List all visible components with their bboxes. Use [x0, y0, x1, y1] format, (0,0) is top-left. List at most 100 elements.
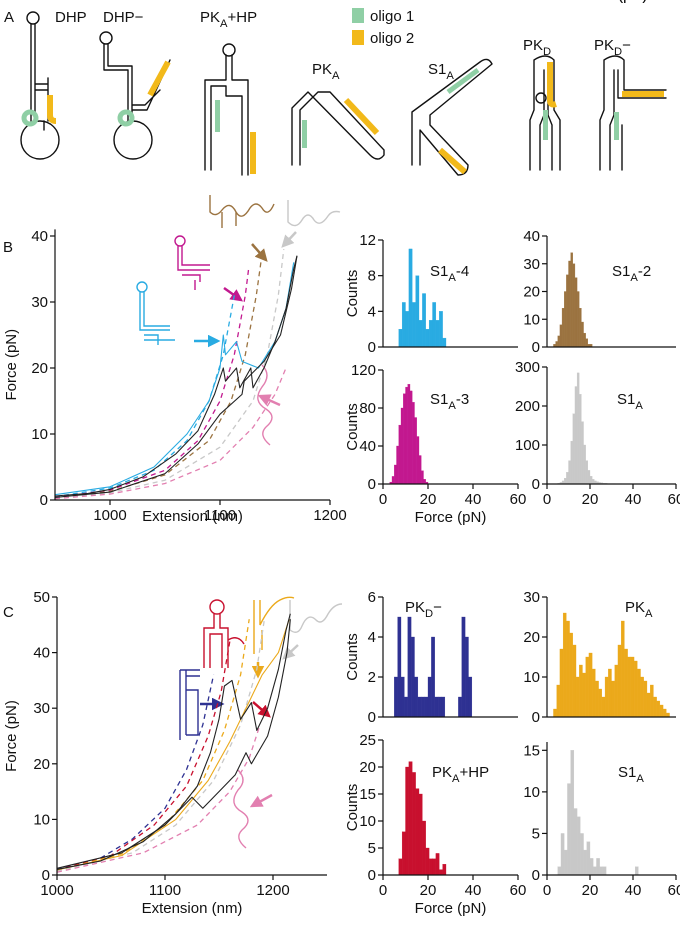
label: PKA	[625, 599, 653, 620]
histogram-bar	[412, 302, 416, 348]
y-tick-label: 8	[368, 268, 376, 285]
label-sub: A	[448, 400, 456, 412]
x-tick-label: 0	[379, 882, 387, 899]
x-axis-label: Extension (nm)	[142, 900, 243, 917]
label-sub: A	[332, 70, 340, 82]
x-tick-label: 1200	[256, 882, 289, 899]
x-tick-label: 40	[625, 882, 642, 899]
histogram-bar	[570, 750, 575, 876]
y-tick-label: 10	[523, 311, 540, 328]
y-axis-label: Counts	[344, 784, 361, 832]
force-trace	[54, 262, 295, 496]
histogram-bar	[405, 766, 410, 876]
cartoon	[209, 195, 275, 228]
histogram-bar	[561, 307, 565, 348]
model-curve	[54, 268, 250, 499]
x-tick-label: 1000	[40, 882, 73, 899]
oligo-highlight	[343, 97, 380, 136]
y-tick-label: 0	[368, 709, 376, 726]
histogram-bar	[422, 293, 426, 348]
y-tick-label: 40	[31, 228, 48, 245]
y-tick-label: 40	[359, 438, 376, 455]
label-base: S1	[618, 764, 636, 781]
histogram-bar	[421, 696, 425, 718]
y-tick-label: 2	[368, 669, 376, 686]
histogram-bar	[422, 820, 426, 876]
oligo-highlight	[250, 132, 256, 174]
oligo-highlight	[47, 95, 57, 124]
histogram-bar	[579, 307, 582, 348]
histogram-bar	[391, 476, 395, 485]
histogram-bar	[567, 783, 571, 876]
label-suffix: -4	[456, 263, 469, 280]
y-tick-label: 30	[31, 294, 48, 311]
histogram-bar	[416, 436, 420, 485]
histogram-bar	[574, 277, 578, 348]
histogram-bar	[417, 696, 422, 718]
oligo-highlight	[438, 147, 467, 175]
histogram-bar	[412, 772, 416, 876]
diagram-shape	[30, 23, 49, 131]
label: DHP	[55, 9, 87, 26]
y-tick-label: 20	[523, 629, 540, 646]
y-tick-label: 20	[31, 360, 48, 377]
oligo-highlight	[547, 62, 557, 108]
histogram-bar	[582, 672, 586, 718]
label-base: S1	[617, 391, 635, 408]
y-tick-label: 300	[515, 359, 540, 376]
histogram-bar	[592, 479, 595, 485]
histogram-bar	[589, 858, 594, 876]
histogram-bar	[424, 696, 429, 718]
x-tick-label: 1000	[93, 507, 126, 524]
histogram-bar	[576, 291, 580, 348]
histogram-bar	[574, 386, 578, 485]
histogram-bar	[633, 660, 638, 718]
label: S1A-4	[430, 263, 469, 284]
histogram-bar	[611, 680, 615, 718]
histogram-bar	[434, 696, 439, 718]
y-tick-label: 25	[359, 732, 376, 749]
cartoon	[139, 292, 175, 345]
y-tick-label: 10	[359, 813, 376, 830]
y-tick-label: 10	[523, 669, 540, 686]
legend-label: oligo 2	[370, 30, 414, 47]
panel-letter: C	[3, 604, 14, 621]
histogram-bar	[398, 329, 403, 348]
model-curve	[56, 619, 250, 872]
histogram-bar	[572, 413, 576, 485]
histogram-bar	[401, 831, 406, 876]
force-trace	[56, 613, 291, 870]
cartoon	[136, 281, 148, 293]
histogram-bar	[598, 688, 602, 718]
histogram-bar	[435, 853, 440, 876]
histogram-bar	[414, 676, 419, 718]
histogram-bar	[589, 476, 593, 485]
oligo-highlight	[302, 120, 307, 148]
histogram-bar	[583, 849, 587, 876]
histogram-bar	[556, 684, 561, 718]
label-base: PK	[432, 764, 452, 781]
histogram-bar	[581, 421, 584, 485]
label-sub: A	[636, 773, 644, 785]
y-tick-label: 15	[359, 786, 376, 803]
y-tick-label: 10	[523, 784, 540, 801]
histogram-bar	[564, 849, 568, 876]
structure-cartoons-c	[179, 596, 343, 849]
histogram-bar	[397, 616, 402, 718]
oligo-highlight	[117, 109, 135, 127]
histogram-bar	[617, 644, 622, 718]
histogram-bar	[614, 664, 619, 718]
x-tick-label: 20	[582, 882, 599, 899]
x-tick-label: 60	[668, 491, 680, 508]
y-tick-label: 0	[532, 709, 540, 726]
histogram-bar	[596, 858, 600, 876]
structure-cartoons	[136, 195, 341, 446]
histogram-bar	[461, 616, 466, 718]
label-sub: D	[614, 46, 622, 58]
histogram-bar	[608, 668, 612, 718]
cartoon	[287, 200, 341, 227]
cartoon	[177, 246, 210, 290]
force-trace	[56, 619, 291, 869]
histogram-bar	[425, 847, 430, 876]
label-suffix: +HP	[459, 764, 489, 781]
